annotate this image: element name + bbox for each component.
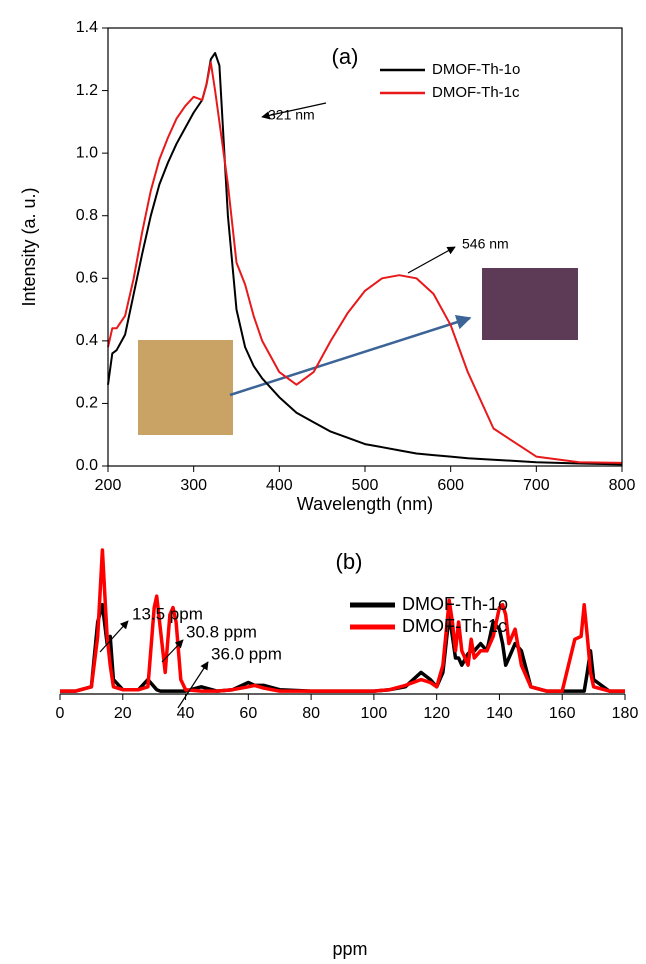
- legend-label: DMOF-Th-1o: [402, 594, 508, 614]
- x-tick-label: 40: [177, 705, 195, 722]
- y-tick-label: 0.8: [76, 207, 98, 224]
- annotation-arrow: [177, 661, 209, 709]
- annotation-arrow: [407, 246, 456, 274]
- annotation: 546 nm: [462, 236, 509, 252]
- x-axis-label: ppm: [332, 939, 367, 959]
- x-tick-label: 140: [486, 705, 513, 722]
- annotation-arrow: [99, 620, 129, 653]
- inset-photo-open: [138, 340, 233, 435]
- x-tick-label: 160: [549, 705, 576, 722]
- chart-title: (a): [332, 44, 359, 69]
- data-line: [60, 548, 625, 693]
- x-tick-label: 500: [352, 477, 379, 494]
- color-change-arrow: [229, 314, 472, 397]
- x-tick-label: 180: [612, 705, 639, 722]
- x-tick-label: 0: [56, 705, 65, 722]
- annotation-arrow: [261, 102, 327, 120]
- y-tick-label: 0.0: [76, 457, 98, 474]
- x-axis-label: Wavelength (nm): [297, 494, 433, 514]
- annotation: 13.5 ppm: [132, 604, 203, 623]
- y-tick-label: 1.4: [76, 19, 98, 36]
- annotation: 36.0 ppm: [211, 644, 282, 663]
- x-tick-label: 100: [361, 705, 388, 722]
- y-axis-label: Intensity (a. u.): [19, 187, 39, 306]
- legend-label: DMOF-Th-1c: [402, 616, 507, 636]
- x-tick-label: 20: [114, 705, 132, 722]
- annotation: 30.8 ppm: [186, 622, 257, 641]
- x-tick-label: 300: [180, 477, 207, 494]
- x-tick-label: 60: [239, 705, 257, 722]
- y-tick-label: 1.2: [76, 82, 98, 99]
- x-tick-label: 800: [609, 477, 636, 494]
- annotation-arrow: [161, 639, 184, 663]
- y-tick-label: 0.2: [76, 395, 98, 412]
- inset-photo-closed: [482, 268, 578, 340]
- chart-title: (b): [336, 549, 363, 574]
- y-tick-label: 1.0: [76, 144, 98, 161]
- y-tick-label: 0.6: [76, 270, 98, 287]
- y-tick-label: 0.4: [76, 332, 98, 349]
- x-tick-label: 700: [523, 477, 550, 494]
- data-line: [107, 61, 623, 464]
- annotation: 321 nm: [268, 107, 315, 123]
- data-line: [107, 52, 623, 466]
- x-tick-label: 200: [95, 477, 122, 494]
- x-tick-label: 400: [266, 477, 293, 494]
- x-tick-label: 600: [437, 477, 464, 494]
- x-tick-label: 80: [302, 705, 320, 722]
- x-tick-label: 120: [423, 705, 450, 722]
- legend-label: DMOF-Th-1o: [432, 61, 520, 78]
- legend-label: DMOF-Th-1c: [432, 84, 520, 101]
